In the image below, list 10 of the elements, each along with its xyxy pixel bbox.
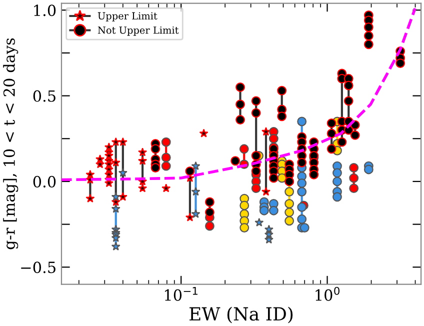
y-tick-label: 0.0 [33,176,56,188]
y-tick-label: 0.5 [33,90,56,102]
legend-label: Upper Limit [98,12,158,22]
y-tick-label: −0.5 [21,262,56,274]
y-axis-title: g-r [mag], 10 < t < 20 days [3,38,18,250]
legend-label: Not Upper Limit [98,26,179,36]
x-tick-label: 10$^{0}$ [316,286,340,301]
x-tick-label: 10$^{−1}$ [164,286,198,301]
y-tick-label: 1.0 [34,4,56,16]
x-axis-title: EW (Na ID) [190,306,293,324]
